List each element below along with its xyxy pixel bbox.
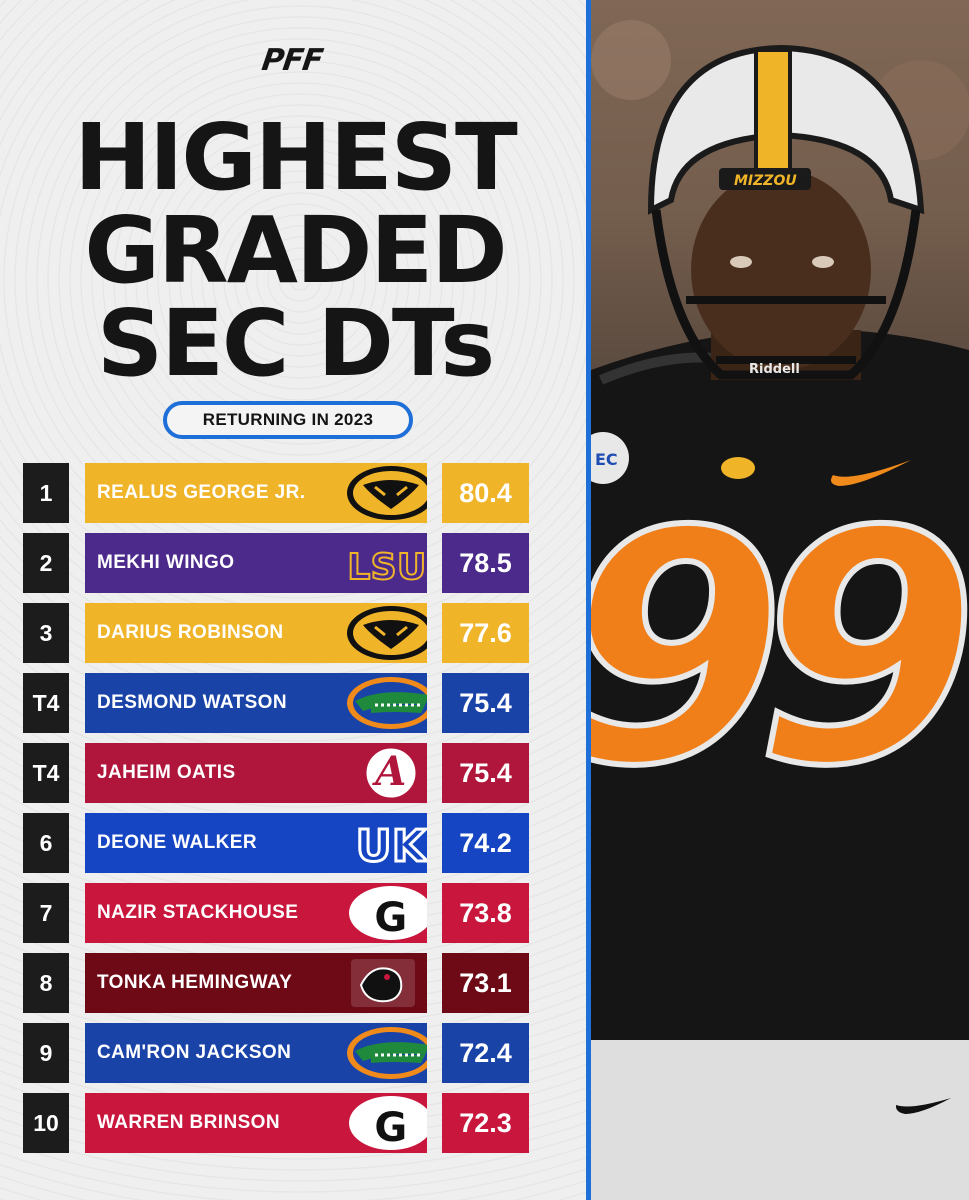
ranking-row: 10 WARREN BRINSON G 72.3 [0,1093,588,1153]
rank-badge: 8 [23,953,69,1013]
florida-gator-icon [347,677,427,729]
player-name-bar: MEKHI WINGO LSU [85,533,427,593]
player-name-bar: NAZIR STACKHOUSE G [85,883,427,943]
rank-badge: 7 [23,883,69,943]
player-name: JAHEIM OATIS [97,762,236,783]
player-name: DARIUS ROBINSON [97,622,284,643]
chest-tiger-icon [721,457,755,479]
player-name: TONKA HEMINGWAY [97,972,293,993]
player-name: WARREN BRINSON [97,1112,280,1133]
page-title-line-2: GRADED [84,197,507,304]
rankings-panel: PFF HIGHEST GRADED SEC DTs RETURNING IN … [0,0,588,1200]
player-name-bar: WARREN BRINSON G [85,1093,427,1153]
page-title-line-1: HIGHEST [74,104,518,211]
grade-value: 77.6 [442,603,529,663]
florida-gator-icon [347,1027,427,1079]
grade-value: 75.4 [442,743,529,803]
alabama-a-icon: A [363,745,419,801]
missouri-tiger-icon [347,606,427,660]
grade-value: 74.2 [442,813,529,873]
page-title-line-3: SEC DTs [96,290,495,397]
player-name-bar: TONKA HEMINGWAY [85,953,427,1013]
panel-divider [586,0,591,1200]
ranking-row: 2 MEKHI WINGO LSU 78.5 [0,533,588,593]
grade-value: 80.4 [442,463,529,523]
player-illustration: EC 99 MIZZOU Riddell [591,0,969,1200]
grade-value: 73.1 [442,953,529,1013]
player-photo: EC 99 MIZZOU Riddell [591,0,969,1200]
rank-badge: 10 [23,1093,69,1153]
ranking-row: 6 DEONE WALKER UK 74.2 [0,813,588,873]
team-logo-text: G [374,1105,407,1151]
pff-logo: PFF [259,43,325,78]
facemask-brand-text: Riddell [749,362,800,377]
rank-badge: 2 [23,533,69,593]
ranking-row: T4 JAHEIM OATIS A 75.4 [0,743,588,803]
player-name: CAM'RON JACKSON [97,1042,292,1063]
ranking-row: 1 REALUS GEORGE JR. 80.4 [0,463,588,523]
player-name-bar: JAHEIM OATIS A [85,743,427,803]
ranking-row: 9 CAM'RON JACKSON 72.4 [0,1023,588,1083]
svg-text:EC: EC [595,450,618,469]
jersey-number: 99 [591,464,966,836]
sec-patch-icon [591,432,629,484]
player-name-bar: DARIUS ROBINSON [85,603,427,663]
rank-badge: T4 [23,743,69,803]
georgia-g-icon: G [349,886,427,941]
rank-badge: 6 [23,813,69,873]
player-name-bar: CAM'RON JACKSON [85,1023,427,1083]
player-name-bar: REALUS GEORGE JR. [85,463,427,523]
missouri-tiger-icon [347,466,427,520]
player-name: DESMOND WATSON [97,692,287,713]
team-logo-text: LSU [347,547,426,588]
gamecock-icon [351,959,415,1007]
rank-badge: 1 [23,463,69,523]
ranking-row: 3 DARIUS ROBINSON 77.6 [0,603,588,663]
player-name: MEKHI WINGO [97,552,235,573]
grade-value: 73.8 [442,883,529,943]
grade-value: 72.3 [442,1093,529,1153]
grade-value: 75.4 [442,673,529,733]
team-logo-text: A [371,748,406,795]
player-name-bar: DEONE WALKER UK [85,813,427,873]
kentucky-uk-icon: UK [354,820,427,872]
team-logo-text: UK [356,821,427,871]
rank-badge: 3 [23,603,69,663]
player-name: NAZIR STACKHOUSE [97,902,299,923]
pants-swoosh-icon [895,1098,951,1114]
ranking-row: T4 DESMOND WATSON 75.4 [0,673,588,733]
player-name-bar: DESMOND WATSON [85,673,427,733]
lsu-logo-icon: LSU [346,546,427,589]
georgia-g-icon: G [349,1096,427,1151]
subtitle-badge: RETURNING IN 2023 [163,401,413,439]
ranking-row: 8 TONKA HEMINGWAY 73.1 [0,953,588,1013]
player-name: DEONE WALKER [97,832,257,853]
grade-value: 78.5 [442,533,529,593]
grade-value: 72.4 [442,1023,529,1083]
helmet-bumper-text: MIZZOU [734,173,797,189]
rank-badge: T4 [23,673,69,733]
rank-badge: 9 [23,1023,69,1083]
player-name: REALUS GEORGE JR. [97,482,306,503]
nike-swoosh-icon [831,460,911,486]
team-logo-text: G [374,895,407,941]
ranking-row: 7 NAZIR STACKHOUSE G 73.8 [0,883,588,943]
